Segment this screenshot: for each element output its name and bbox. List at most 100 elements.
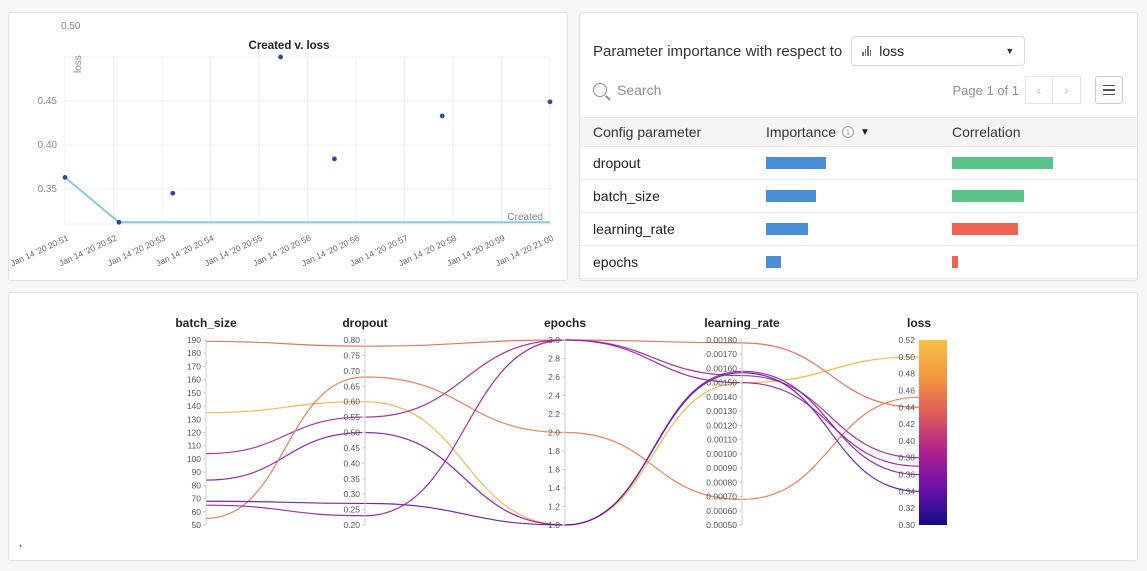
data-point[interactable] [116, 219, 122, 225]
importance-cell [766, 223, 952, 235]
axis-tick-label: 1.4 [548, 483, 560, 493]
run-line[interactable] [205, 376, 920, 519]
parameter-name: batch_size [593, 188, 660, 204]
axis-tick-label: 110 [187, 441, 201, 451]
data-point[interactable] [278, 54, 283, 60]
axis-epochs[interactable]: epochs 3.0 2.8 2.6 2.4 2.2 2.0 1.8 1.6 1.4 1.2 1.0 [544, 316, 586, 530]
axis-batch-size[interactable]: batch_size 190 180 170 160 150 140 130 120 110 100… [175, 316, 237, 530]
table-row[interactable]: learning_rate [580, 213, 1137, 246]
axis-tick-label: 0.00110 [707, 435, 737, 445]
table-row[interactable]: batch_size [580, 180, 1137, 213]
scatter-chart: Created v. loss 0.450.400.35 Jan 14 '20 … [9, 21, 555, 268]
axis-tick-label: 1.2 [548, 502, 560, 512]
axis-loss[interactable]: loss 0.52 0.50 0.48 0.46 0.44 0.42 0.40 0.38 0.36… [898, 316, 931, 530]
importance-bar [766, 256, 781, 268]
column-menu-button[interactable] [1095, 76, 1123, 104]
prev-page-button[interactable]: ‹ [1025, 76, 1053, 104]
axis-tick-label: 3.0 [548, 335, 560, 345]
axis-tick-label: 60 [192, 507, 202, 517]
sort-desc-icon[interactable]: ▼ [860, 126, 870, 138]
correlation-bar [952, 256, 958, 268]
axis-title: dropout [342, 316, 387, 330]
run-line[interactable] [205, 339, 920, 459]
data-point[interactable] [332, 156, 337, 162]
y-tick-label: 0.40 [38, 140, 58, 151]
column-header-importance[interactable]: Importance i ▼ [766, 124, 952, 140]
chart-title: Created v. loss [249, 40, 330, 52]
axis-tick-label: 130 [187, 414, 201, 424]
scatter-chart-panel: Created v. loss 0.45 0.40 0.35 Jan 14 '20 … [8, 12, 568, 281]
data-point[interactable] [439, 113, 445, 119]
axis-tick-label: 0.34 [898, 486, 915, 496]
axis-tick-label: 0.40 [898, 436, 915, 446]
axis-tick-label: 0.75 [343, 350, 360, 360]
data-point[interactable] [62, 175, 68, 180]
axis-tick-label: 180 [187, 348, 201, 358]
axis-tick-label: 0.00060 [706, 506, 737, 516]
run-line[interactable] [205, 339, 920, 517]
axis-tick-label: 0.30 [343, 489, 360, 499]
search-row: Page 1 of 1 ‹ › [593, 75, 1123, 105]
axis-tick-label: 2.6 [548, 372, 560, 382]
axis-tick-label: 0.25 [343, 505, 360, 515]
axis-tick-label: 0.52 [898, 335, 915, 345]
pagination: Page 1 of 1 ‹ › [952, 76, 1123, 104]
column-header-correlation[interactable]: Correlation [952, 124, 1021, 140]
axis-tick-label: 0.60 [343, 397, 360, 407]
axis-tick-label: 50 [192, 520, 202, 530]
run-line[interactable] [205, 372, 920, 526]
column-header-importance-label: Importance [766, 124, 837, 140]
axis-tick-label: 2.0 [548, 428, 560, 438]
run-line[interactable] [205, 339, 920, 408]
axis-tick-label: 2.4 [548, 391, 560, 401]
run-line[interactable] [205, 356, 920, 526]
importance-cell [766, 256, 952, 268]
correlation-cell [952, 190, 1137, 202]
correlation-cell [952, 256, 1137, 268]
footnote-text: , [19, 535, 23, 549]
x-axis-label: Created [507, 212, 543, 223]
loss-colorbar [919, 340, 947, 525]
parameter-importance-panel: Parameter importance with respect to los… [579, 12, 1138, 281]
axis-tick-label: 0.00120 [706, 420, 737, 430]
axis-learning-rate[interactable]: learning_rate 0.00180 0.00170 0.00160 0.0015… [704, 316, 780, 530]
data-point[interactable] [547, 99, 553, 105]
importance-header-text: Parameter importance with respect to [593, 42, 843, 60]
axis-tick-label: 0.35 [343, 474, 360, 484]
top-tick-label: 0.50 [61, 21, 81, 32]
run-line[interactable] [205, 370, 920, 526]
axis-tick-label: 0.46 [898, 385, 915, 395]
correlation-cell [952, 223, 1137, 235]
data-point[interactable] [170, 190, 176, 196]
axis-tick-label: 0.32 [898, 503, 915, 513]
importance-header: Parameter importance with respect to los… [593, 36, 1026, 66]
axis-tick-label: 1.0 [548, 520, 560, 530]
column-header-parameter[interactable]: Config parameter [593, 124, 702, 140]
search-input[interactable] [617, 82, 857, 98]
importance-cell [766, 157, 952, 169]
axis-tick-label: 0.00160 [706, 363, 737, 373]
axis-tick-label: 0.20 [343, 520, 360, 530]
axis-title: epochs [544, 316, 586, 330]
axis-tick-label: 0.00080 [706, 477, 737, 487]
axis-tick-label: 140 [187, 401, 201, 411]
pager-buttons: ‹ › [1025, 76, 1081, 104]
axis-tick-label: 0.00130 [706, 406, 737, 416]
y-axis-label: loss [73, 55, 84, 73]
correlation-bar [952, 157, 1053, 169]
metric-select-value: loss [879, 43, 905, 59]
table-row[interactable]: epochs [580, 246, 1137, 279]
axis-tick-label: 80 [192, 480, 202, 490]
y-tick-label: 0.35 [38, 184, 58, 195]
importance-cell [766, 190, 952, 202]
metric-select[interactable]: loss ▼ [851, 36, 1026, 66]
page-info: Page 1 of 1 [952, 82, 1020, 98]
next-page-button[interactable]: › [1053, 76, 1081, 104]
axis-title: loss [907, 316, 931, 330]
axis-tick-label: 0.44 [898, 402, 915, 412]
axis-dropout[interactable]: dropout 0.80 0.75 0.70 0.65 0.60 0.55 0.50 0.45 0… [342, 316, 387, 530]
info-icon[interactable]: i [842, 126, 855, 138]
table-row[interactable]: dropout [580, 147, 1137, 180]
axis-tick-label: 0.30 [898, 520, 915, 530]
axis-tick-label: 100 [187, 454, 201, 464]
